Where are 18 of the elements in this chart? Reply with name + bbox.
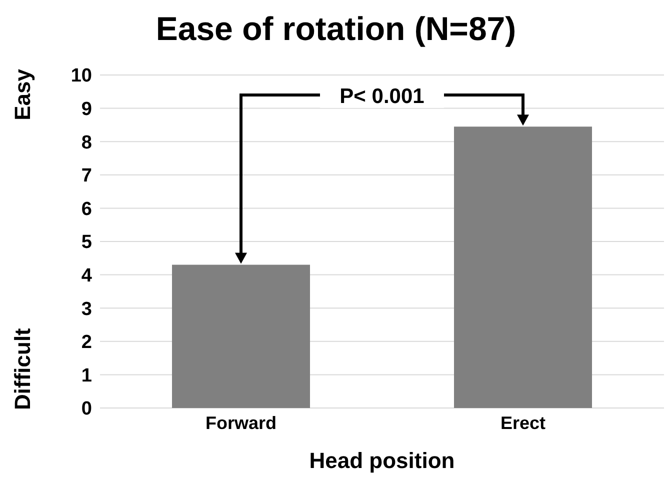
y-tick-label: 1 — [81, 365, 92, 386]
y-tick-label: 2 — [81, 332, 92, 354]
y-tick-label: 7 — [81, 166, 92, 187]
annotation: P< 0.001 — [340, 85, 425, 108]
x-tick-label: Erect — [500, 412, 546, 433]
y-tick-label: 4 — [81, 266, 92, 287]
chart-title: Ease of rotation (N=87) — [154, 10, 518, 48]
x-tick-label: Forward — [205, 412, 277, 433]
text: Difficult — [10, 327, 35, 410]
y-tick-label: 8 — [81, 132, 92, 154]
y-tick-label: 5 — [81, 232, 92, 254]
text: Easy — [10, 68, 35, 120]
y-tick-label: 9 — [81, 99, 92, 120]
y-tick-label: 10 — [70, 66, 92, 87]
y-tick-label: 3 — [81, 298, 92, 320]
y-tick-label: 0 — [81, 398, 92, 420]
y-tick-label: 6 — [81, 198, 92, 220]
x-axis-title: Head position — [309, 448, 455, 473]
